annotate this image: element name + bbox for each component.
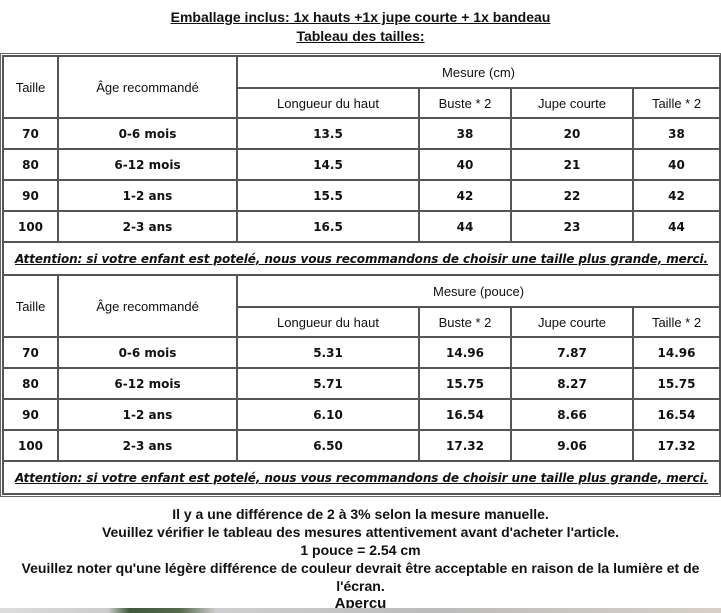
table-cell: 23 [510, 210, 634, 243]
table-cell: 42 [418, 179, 512, 212]
table-cell: 80 [2, 148, 59, 181]
table-row: 100 2-3 ans 6.50 17.32 9.06 17.32 [2, 429, 721, 462]
table-cell: 15.75 [418, 367, 512, 400]
header-size: Taille [2, 55, 59, 119]
table-cell: 14.96 [631, 336, 721, 369]
table-cell: 40 [418, 148, 512, 181]
table-cell: 17.32 [631, 429, 721, 462]
table-cell: 14.5 [236, 148, 420, 181]
size-chart-title: Tableau des tailles: [296, 28, 425, 44]
table-cell: 17.32 [418, 429, 512, 462]
table-cell: 6-12 mois [57, 367, 238, 400]
table-cell: 100 [2, 210, 59, 243]
table-cell: 2-3 ans [57, 210, 238, 243]
table-cell: 2-3 ans [57, 429, 238, 462]
note-verify-table: Veuillez vérifier le tableau des mesures… [101, 524, 620, 540]
table-cell: 0-6 mois [57, 336, 238, 369]
table-row: 70 0-6 mois 13.5 38 20 38 [2, 117, 721, 150]
table-cell: 8.27 [510, 367, 634, 400]
table-cell: 100 [2, 429, 59, 462]
size-chart: Taille Âge recommandé Mesure (cm) Longueur … [0, 53, 721, 497]
table-cell: 44 [631, 210, 721, 243]
column-header: Longueur du haut [236, 87, 420, 119]
column-header: Jupe courte [510, 306, 634, 338]
header-measure-group: Mesure (cm) [235, 55, 721, 89]
table-cell: 90 [2, 398, 59, 431]
header-size: Taille [2, 274, 59, 338]
header-measure-group: Mesure (pouce) [235, 274, 721, 308]
note-inch-conversion: 1 pouce = 2.54 cm [300, 542, 421, 558]
notes: Il y a une différence de 2 à 3% selon la… [0, 505, 721, 613]
table-cell: 38 [418, 117, 512, 150]
table-cell: 15.5 [236, 179, 420, 212]
table-row: 100 2-3 ans 16.5 44 23 44 [2, 210, 721, 243]
table-cell: 44 [418, 210, 512, 243]
table-cell: 6-12 mois [57, 148, 238, 181]
table-cell: 1-2 ans [57, 179, 238, 212]
column-header: Taille * 2 [631, 306, 721, 338]
table-cell: 14.96 [418, 336, 512, 369]
column-header: Buste * 2 [418, 87, 512, 119]
table-cell: 15.75 [631, 367, 721, 400]
attention-note: Attention: si votre enfant est potelé, n… [1, 241, 721, 276]
column-header: Jupe courte [510, 87, 634, 119]
table-row: 80 6-12 mois 5.71 15.75 8.27 15.75 [2, 367, 721, 400]
table-cell: 5.31 [236, 336, 420, 369]
table-cell: 16.54 [631, 398, 721, 431]
table-cell: 13.5 [236, 117, 420, 150]
table-cell: 9.06 [510, 429, 634, 462]
table-cell: 5.71 [236, 367, 420, 400]
table-row: 70 0-6 mois 5.31 14.96 7.87 14.96 [2, 336, 721, 369]
size-table: Taille Âge recommandé Mesure (cm) Longueur … [1, 55, 721, 495]
column-header: Taille * 2 [631, 87, 721, 119]
column-header: Buste * 2 [418, 306, 512, 338]
table-cell: 22 [510, 179, 634, 212]
table-cell: 7.87 [510, 336, 634, 369]
table-row: 90 1-2 ans 15.5 42 22 42 [2, 179, 721, 212]
note-color-difference: Veuillez noter qu'une légère différence … [21, 560, 700, 594]
table-cell: 70 [2, 336, 59, 369]
note-measure-difference: Il y a une différence de 2 à 3% selon la… [172, 506, 549, 522]
table-cell: 42 [631, 179, 721, 212]
package-contents-title: Emballage inclus: 1x hauts +1x jupe cour… [170, 9, 551, 25]
preview-image-edge [0, 608, 721, 613]
header-age: Âge recommandé [57, 274, 238, 338]
table-cell: 21 [510, 148, 634, 181]
table-cell: 8.66 [510, 398, 634, 431]
table-cell: 6.50 [236, 429, 420, 462]
table-row: 90 1-2 ans 6.10 16.54 8.66 16.54 [2, 398, 721, 431]
table-cell: 6.10 [236, 398, 420, 431]
table-cell: 80 [2, 367, 59, 400]
table-cell: 1-2 ans [57, 398, 238, 431]
attention-note: Attention: si votre enfant est potelé, n… [1, 460, 721, 495]
table-cell: 16.54 [418, 398, 512, 431]
table-cell: 20 [510, 117, 634, 150]
table-cell: 70 [2, 117, 59, 150]
header-age: Âge recommandé [57, 55, 238, 119]
table-cell: 90 [2, 179, 59, 212]
table-cell: 38 [631, 117, 721, 150]
column-header: Longueur du haut [236, 306, 420, 338]
table-cell: 16.5 [236, 210, 420, 243]
table-row: 80 6-12 mois 14.5 40 21 40 [2, 148, 721, 181]
table-cell: 40 [631, 148, 721, 181]
table-cell: 0-6 mois [57, 117, 238, 150]
